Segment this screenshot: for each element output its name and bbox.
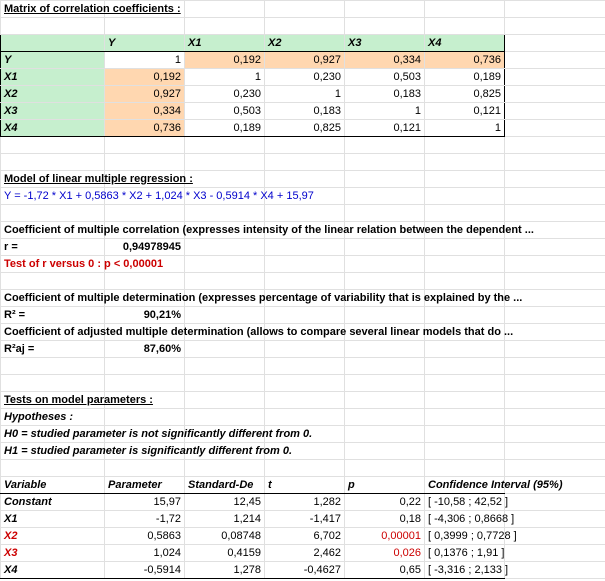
psd-X2: 0,08748 (185, 528, 265, 545)
r2aj-label: R²aj = (1, 341, 105, 358)
ph-p: p (345, 477, 425, 494)
pp-X1: 0,18 (345, 511, 425, 528)
pp-X2: 0,00001 (345, 528, 425, 545)
pci-X4: [ -3,316 ; 2,133 ] (425, 562, 505, 579)
test-r: Test of r versus 0 : p < 0,00001 (1, 256, 105, 273)
pci-X2: [ 0,3999 ; 0,7728 ] (425, 528, 505, 545)
r-value: 0,94978945 (105, 239, 185, 256)
coef-adj-title: Coefficient of adjusted multiple determi… (1, 324, 105, 341)
pp-X3: 0,026 (345, 545, 425, 562)
rowlabel-X2: X2 (1, 86, 105, 103)
ph-t: t (265, 477, 345, 494)
rowlabel-X1: X1 (1, 69, 105, 86)
cell-X4-X4: 1 (425, 120, 505, 137)
cell-X2-X2: 1 (265, 86, 345, 103)
pvar-X4: X4 (1, 562, 105, 579)
pvar-Constant: Constant (1, 494, 105, 511)
col-X1: X1 (185, 35, 265, 52)
col-X4: X4 (425, 35, 505, 52)
pparam-X4: -0,5914 (105, 562, 185, 579)
pparam-Constant: 15,97 (105, 494, 185, 511)
cell-Y-Y: 1 (105, 52, 185, 69)
psd-Constant: 12,45 (185, 494, 265, 511)
cell-X2-Y: 0,927 (105, 86, 185, 103)
cell-X3-X3: 1 (345, 103, 425, 120)
r-label: r = (1, 239, 105, 256)
ph-variable: Variable (1, 477, 105, 494)
pci-X1: [ -4,306 ; 0,8668 ] (425, 511, 505, 528)
r2aj-value: 87,60% (105, 341, 185, 358)
col-X3: X3 (345, 35, 425, 52)
r2-label: R² = (1, 307, 105, 324)
pci-Constant: [ -10,58 ; 42,52 ] (425, 494, 505, 511)
pt-Constant: 1,282 (265, 494, 345, 511)
cell-X2-X1: 0,230 (185, 86, 265, 103)
ph-parameter: Parameter (105, 477, 185, 494)
tests-title: Tests on model parameters : (1, 392, 105, 409)
cell-X2-X4: 0,825 (425, 86, 505, 103)
model-title: Model of linear multiple regression : (1, 171, 105, 188)
pt-X1: -1,417 (265, 511, 345, 528)
pt-X2: 6,702 (265, 528, 345, 545)
col-Y: Y (105, 35, 185, 52)
ph-sd: Standard-De (185, 477, 265, 494)
ph-ci: Confidence Interval (95%) (425, 477, 505, 494)
coef-mult-corr-title: Coefficient of multiple correlation (exp… (1, 222, 105, 239)
coef-mult-det-title: Coefficient of multiple determination (e… (1, 290, 105, 307)
hyp-title: Hypotheses : (1, 409, 105, 426)
pvar-X2: X2 (1, 528, 105, 545)
psd-X1: 1,214 (185, 511, 265, 528)
spreadsheet: Matrix of correlation coefficients :YX1X… (0, 0, 605, 579)
cell-X2-X3: 0,183 (345, 86, 425, 103)
pvar-X3: X3 (1, 545, 105, 562)
cell-X1-X2: 0,230 (265, 69, 345, 86)
r2-value: 90,21% (105, 307, 185, 324)
pt-X4: -0,4627 (265, 562, 345, 579)
psd-X4: 1,278 (185, 562, 265, 579)
rowlabel-X3: X3 (1, 103, 105, 120)
cell-Y-X4: 0,736 (425, 52, 505, 69)
cell-X3-X4: 0,121 (425, 103, 505, 120)
pp-X4: 0,65 (345, 562, 425, 579)
pt-X3: 2,462 (265, 545, 345, 562)
cell-X3-Y: 0,334 (105, 103, 185, 120)
h1: H1 = studied parameter is significantly … (1, 443, 105, 460)
cell-Y-X3: 0,334 (345, 52, 425, 69)
pparam-X1: -1,72 (105, 511, 185, 528)
cell-X4-Y: 0,736 (105, 120, 185, 137)
pci-X3: [ 0,1376 ; 1,91 ] (425, 545, 505, 562)
cell-X4-X2: 0,825 (265, 120, 345, 137)
pparam-X2: 0,5863 (105, 528, 185, 545)
cell-X1-X4: 0,189 (425, 69, 505, 86)
cell-X1-X1: 1 (185, 69, 265, 86)
psd-X3: 0,4159 (185, 545, 265, 562)
cell-X3-X1: 0,503 (185, 103, 265, 120)
cell-Y-X2: 0,927 (265, 52, 345, 69)
cell-Y-X1: 0,192 (185, 52, 265, 69)
rowlabel-X4: X4 (1, 120, 105, 137)
pparam-X3: 1,024 (105, 545, 185, 562)
cell-X1-Y: 0,192 (105, 69, 185, 86)
h0: H0 = studied parameter is not significan… (1, 426, 105, 443)
title: Matrix of correlation coefficients : (1, 1, 105, 18)
cell-X3-X2: 0,183 (265, 103, 345, 120)
cell-X1-X3: 0,503 (345, 69, 425, 86)
col-X2: X2 (265, 35, 345, 52)
cell-X4-X3: 0,121 (345, 120, 425, 137)
pvar-X1: X1 (1, 511, 105, 528)
pp-Constant: 0,22 (345, 494, 425, 511)
model-equation: Y = -1,72 * X1 + 0,5863 * X2 + 1,024 * X… (1, 188, 105, 205)
cell-X4-X1: 0,189 (185, 120, 265, 137)
rowlabel-Y: Y (1, 52, 105, 69)
